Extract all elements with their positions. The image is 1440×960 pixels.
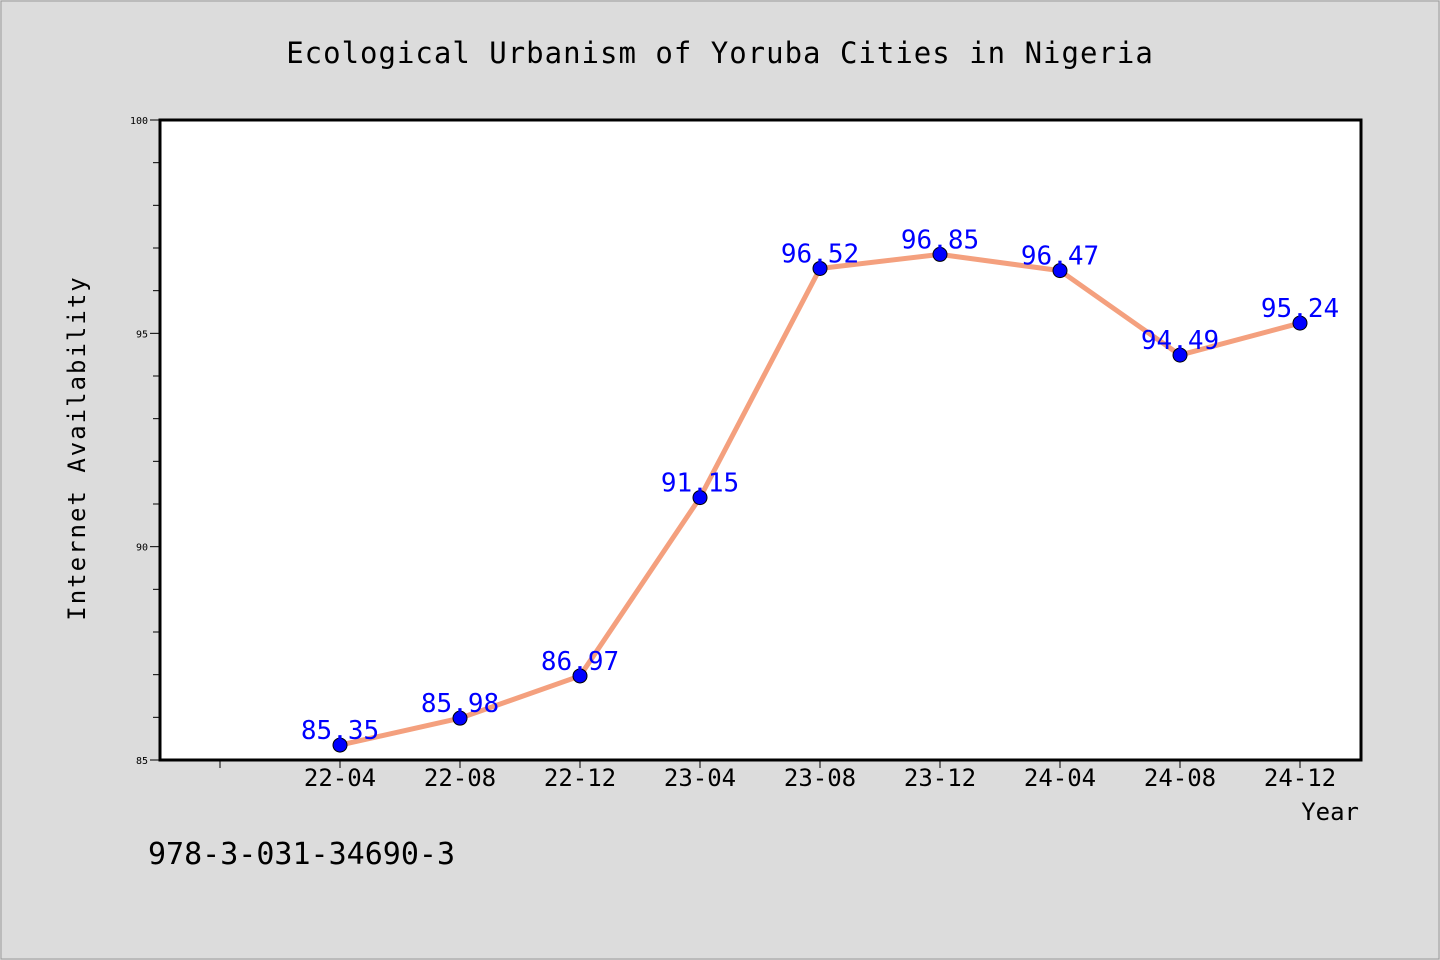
x-tick-label: 24-12 [1264, 764, 1336, 792]
x-tick-label: 24-04 [1024, 764, 1096, 792]
data-point [812, 260, 828, 276]
data-label: 94.49 [1141, 326, 1219, 356]
isbn-text: 978-3-031-34690-3 [148, 837, 455, 872]
data-label: 91.15 [661, 469, 739, 499]
data-label: 85.98 [421, 689, 499, 719]
x-tick-label: 22-08 [424, 764, 496, 792]
data-label: 85.35 [301, 716, 379, 746]
data-labels: 85.35 85.98 86.97 91.15 96.52 96.85 96.47 94.49… [301, 225, 1339, 746]
y-axis-ticks: 85 90 95 100 [130, 116, 160, 767]
data-label: 86.97 [541, 647, 619, 677]
data-point [332, 737, 348, 753]
data-label: 96.52 [781, 239, 859, 269]
x-tick-label: 24-08 [1144, 764, 1216, 792]
y-tick-label: 95 [136, 329, 148, 340]
x-tick-label: 23-12 [904, 764, 976, 792]
plot-area [158, 118, 1363, 762]
data-points [332, 246, 1308, 753]
x-axis-ticks: 22-04 22-08 22-12 23-04 23-08 23-12 24-04 24-08… [219, 760, 1336, 792]
data-point [572, 668, 588, 684]
data-label: 95.24 [1261, 294, 1339, 324]
y-axis-label: Internet Availability [63, 275, 91, 620]
y-tick-label: 90 [136, 543, 148, 554]
data-label: 96.85 [901, 225, 979, 255]
data-point [1292, 315, 1308, 331]
x-axis-label: Year [1301, 798, 1359, 826]
x-tick-label: 22-04 [304, 764, 376, 792]
x-tick-label: 22-12 [544, 764, 616, 792]
y-tick-label: 85 [136, 756, 148, 767]
data-point [932, 246, 948, 262]
data-label: 96.47 [1021, 242, 1099, 272]
data-point [452, 710, 468, 726]
x-tick-label: 23-04 [664, 764, 736, 792]
data-point [1052, 263, 1068, 279]
y-tick-label: 100 [130, 116, 148, 127]
data-point [1172, 347, 1188, 363]
data-point [692, 490, 708, 506]
chart-title: Ecological Urbanism of Yoruba Cities in … [286, 36, 1154, 70]
x-tick-label: 23-08 [784, 764, 856, 792]
